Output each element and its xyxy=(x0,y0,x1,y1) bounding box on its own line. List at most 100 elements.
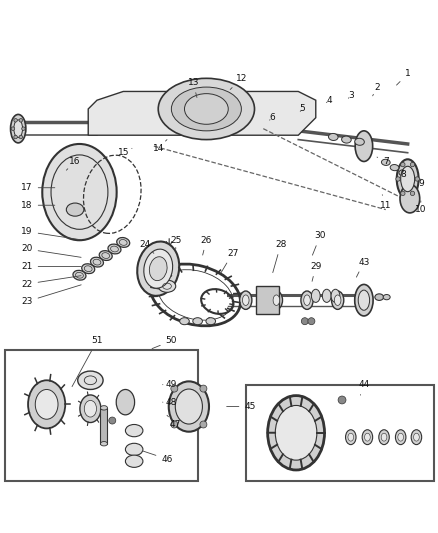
Ellipse shape xyxy=(396,159,418,199)
Ellipse shape xyxy=(311,289,319,302)
Circle shape xyxy=(21,127,25,131)
Text: 15: 15 xyxy=(117,148,132,157)
Text: 18: 18 xyxy=(21,201,55,209)
Ellipse shape xyxy=(168,382,208,432)
Bar xyxy=(256,286,279,314)
Text: 25: 25 xyxy=(170,236,181,249)
Ellipse shape xyxy=(361,430,372,445)
Ellipse shape xyxy=(378,430,389,445)
Ellipse shape xyxy=(117,238,129,247)
Ellipse shape xyxy=(242,295,248,305)
Ellipse shape xyxy=(158,280,175,292)
Ellipse shape xyxy=(137,241,179,296)
Text: 19: 19 xyxy=(21,227,81,240)
Ellipse shape xyxy=(330,289,339,302)
Circle shape xyxy=(14,118,17,122)
Ellipse shape xyxy=(42,144,117,240)
Ellipse shape xyxy=(205,318,215,325)
Ellipse shape xyxy=(275,406,316,460)
Circle shape xyxy=(410,191,414,196)
Ellipse shape xyxy=(81,264,95,273)
Circle shape xyxy=(395,177,399,181)
Ellipse shape xyxy=(303,295,310,305)
Circle shape xyxy=(337,396,345,404)
Circle shape xyxy=(11,127,14,131)
Ellipse shape xyxy=(397,433,403,441)
Circle shape xyxy=(170,421,177,428)
Ellipse shape xyxy=(73,270,86,280)
Ellipse shape xyxy=(66,203,84,216)
Ellipse shape xyxy=(100,406,107,410)
Ellipse shape xyxy=(179,318,189,325)
Bar xyxy=(100,408,107,444)
Ellipse shape xyxy=(35,390,58,419)
Text: 9: 9 xyxy=(417,179,423,188)
Text: 45: 45 xyxy=(226,402,255,411)
Text: 43: 43 xyxy=(356,257,369,277)
Ellipse shape xyxy=(341,136,350,143)
Text: 46: 46 xyxy=(143,451,172,464)
Text: 7: 7 xyxy=(376,157,388,166)
Ellipse shape xyxy=(100,441,107,446)
Text: 20: 20 xyxy=(21,245,81,257)
Circle shape xyxy=(19,135,22,139)
Polygon shape xyxy=(88,92,315,135)
Text: 27: 27 xyxy=(220,249,238,273)
Text: 28: 28 xyxy=(272,240,286,272)
Text: 1: 1 xyxy=(396,69,410,85)
Ellipse shape xyxy=(354,138,364,146)
Ellipse shape xyxy=(300,291,312,309)
Ellipse shape xyxy=(400,166,414,192)
Text: 23: 23 xyxy=(21,285,81,306)
Ellipse shape xyxy=(90,257,103,267)
Text: 8: 8 xyxy=(399,170,405,179)
Ellipse shape xyxy=(267,395,324,470)
Ellipse shape xyxy=(108,244,121,254)
Ellipse shape xyxy=(270,291,282,309)
Circle shape xyxy=(109,417,116,424)
Ellipse shape xyxy=(14,120,22,138)
Ellipse shape xyxy=(171,87,241,131)
Ellipse shape xyxy=(413,433,418,441)
Circle shape xyxy=(414,177,419,181)
Ellipse shape xyxy=(334,295,340,305)
Text: 47: 47 xyxy=(166,415,181,429)
Text: 11: 11 xyxy=(379,195,391,209)
Ellipse shape xyxy=(125,455,143,467)
Ellipse shape xyxy=(149,257,167,281)
Text: 50: 50 xyxy=(152,336,177,349)
Ellipse shape xyxy=(374,294,383,301)
Text: 44: 44 xyxy=(357,380,369,395)
Ellipse shape xyxy=(239,291,251,309)
Ellipse shape xyxy=(28,380,65,429)
Circle shape xyxy=(307,318,314,325)
Ellipse shape xyxy=(399,184,419,213)
Text: 51: 51 xyxy=(72,336,102,386)
Ellipse shape xyxy=(144,249,172,288)
Text: 24: 24 xyxy=(139,240,153,253)
Ellipse shape xyxy=(354,131,372,161)
Ellipse shape xyxy=(11,115,26,143)
Ellipse shape xyxy=(272,295,279,305)
Text: 12: 12 xyxy=(230,74,247,90)
Ellipse shape xyxy=(125,443,143,456)
Ellipse shape xyxy=(158,78,254,140)
Text: 6: 6 xyxy=(268,113,274,122)
Text: 49: 49 xyxy=(162,380,177,389)
Circle shape xyxy=(19,118,22,122)
Ellipse shape xyxy=(389,165,398,171)
Ellipse shape xyxy=(395,430,405,445)
Circle shape xyxy=(400,163,404,167)
Text: 13: 13 xyxy=(187,78,198,98)
Text: 4: 4 xyxy=(325,96,331,104)
Ellipse shape xyxy=(331,291,343,309)
Ellipse shape xyxy=(84,400,96,417)
Ellipse shape xyxy=(99,251,112,261)
Ellipse shape xyxy=(382,295,389,300)
Ellipse shape xyxy=(125,424,143,437)
Circle shape xyxy=(410,163,414,167)
Text: 21: 21 xyxy=(21,262,81,271)
Text: 2: 2 xyxy=(372,83,379,96)
Ellipse shape xyxy=(380,433,386,441)
Ellipse shape xyxy=(410,430,421,445)
